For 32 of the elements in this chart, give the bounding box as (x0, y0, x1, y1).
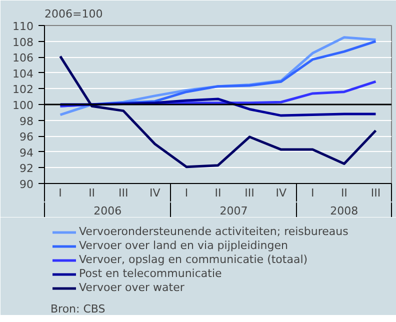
text: Bron: CBS (50, 302, 106, 316)
legend-label: Vervoer over water (79, 281, 184, 294)
y-tick-label: 96 (20, 130, 34, 144)
text: 2006 (94, 204, 122, 218)
text: 2008 (330, 204, 358, 218)
x-tick-label: I (311, 186, 314, 200)
y-tick-label: 110 (12, 20, 34, 33)
y-tick-label: 108 (12, 36, 34, 49)
x-tick-label: III (244, 186, 254, 200)
y-tick-label: 104 (12, 67, 34, 80)
x-tick-label: IV (276, 186, 287, 200)
y-tick-label: 98 (20, 114, 34, 128)
x-tick-label: IV (150, 186, 161, 200)
y-tick-label: 94 (20, 146, 34, 160)
y-axis-title: 2006=100 (44, 8, 103, 20)
x-tick-label: III (118, 186, 128, 200)
y-tick-label: 90 (20, 178, 34, 191)
x-tick-label: II (88, 186, 96, 200)
x-tick-label: III (370, 186, 381, 200)
x-tick-label: I (184, 186, 188, 200)
legend-label: Vervoer over land en via pijpleidingen (79, 239, 288, 252)
x-tick-label: II (214, 186, 222, 200)
text: 2007 (220, 204, 248, 218)
legend-label: Vervoer, opslag en communicatie (totaal) (79, 253, 308, 266)
y-tick-label: 102 (12, 83, 34, 96)
y-tick-label: 106 (12, 52, 34, 65)
x-tick-label: II (340, 186, 348, 200)
x-tick-label: I (58, 186, 62, 200)
legend-label: Vervoerondersteunende activiteiten; reisbureaus (79, 225, 348, 238)
legend-label: Post en telecommunicatie (79, 267, 222, 280)
y-tick-label: 92 (20, 162, 34, 176)
y-tick-label: 100 (12, 99, 34, 112)
